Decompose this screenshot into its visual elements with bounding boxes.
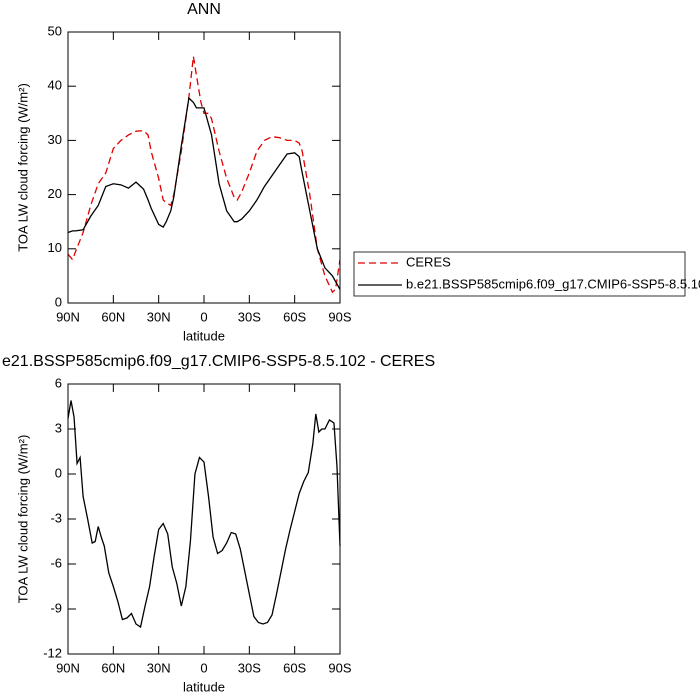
x-tick-label: 90N bbox=[56, 309, 80, 324]
x-tick-label: 60N bbox=[101, 309, 125, 324]
legend-label: b.e21.BSSP585cmip6.f09_g17.CMIP6-SSP5-8.… bbox=[406, 276, 700, 291]
y-tick-label: -6 bbox=[50, 555, 62, 570]
x-tick-label: 30S bbox=[238, 309, 261, 324]
line-series bbox=[67, 96, 341, 290]
x-axis-label: latitude bbox=[183, 328, 225, 343]
y-tick-label: 0 bbox=[55, 465, 62, 480]
x-tick-label: 60S bbox=[283, 309, 306, 324]
x-tick-label: 30N bbox=[147, 309, 171, 324]
plot-frame bbox=[67, 31, 341, 304]
y-tick-label: 50 bbox=[48, 23, 62, 38]
legend-box bbox=[353, 251, 686, 297]
y-tick-label: 20 bbox=[48, 186, 62, 201]
plot-frame bbox=[67, 383, 341, 655]
y-tick-label: 6 bbox=[55, 375, 62, 390]
x-tick-label: 0 bbox=[200, 660, 207, 675]
x-tick-label: 90S bbox=[328, 309, 351, 324]
y-tick-label: 3 bbox=[55, 420, 62, 435]
y-tick-label: -12 bbox=[43, 645, 62, 660]
line-series bbox=[67, 400, 341, 629]
x-tick-label: 0 bbox=[200, 309, 207, 324]
y-tick-label: 30 bbox=[48, 132, 62, 147]
x-tick-label: 60N bbox=[101, 660, 125, 675]
x-tick-label: 30N bbox=[147, 660, 171, 675]
y-tick-label: 0 bbox=[55, 294, 62, 309]
y-axis-label: TOA LW cloud forcing (W/m²) bbox=[15, 435, 30, 604]
x-tick-label: 30S bbox=[238, 660, 261, 675]
chart-title: e21.BSSP585cmip6.f09_g17.CMIP6-SSP5-8.5.… bbox=[2, 353, 435, 370]
x-tick-label: 90N bbox=[56, 660, 80, 675]
y-tick-label: 10 bbox=[48, 240, 62, 255]
y-axis-label: TOA LW cloud forcing (W/m²) bbox=[15, 83, 30, 252]
x-tick-label: 90S bbox=[328, 660, 351, 675]
chart-title: ANN bbox=[187, 1, 221, 18]
x-tick-label: 60S bbox=[283, 660, 306, 675]
line-series bbox=[67, 56, 341, 294]
y-tick-label: -3 bbox=[50, 510, 62, 525]
y-tick-label: -9 bbox=[50, 600, 62, 615]
legend-label: CERES bbox=[406, 254, 451, 269]
x-axis-label: latitude bbox=[183, 679, 225, 694]
y-tick-label: 40 bbox=[48, 78, 62, 93]
